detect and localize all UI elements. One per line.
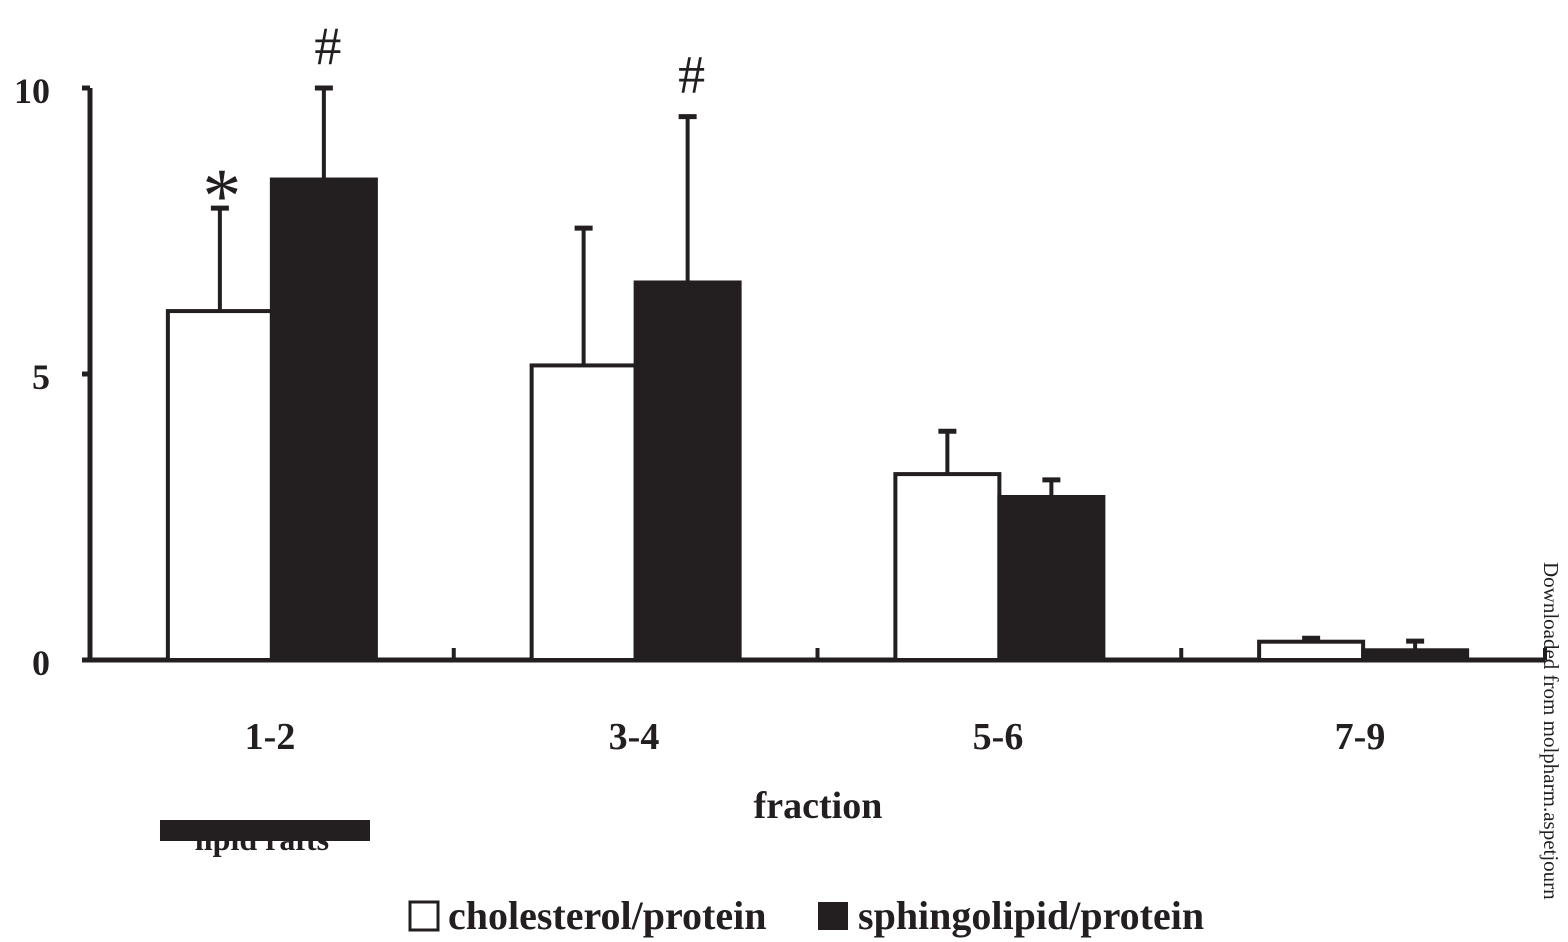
legend-swatch-sphingolipid [818, 902, 848, 930]
lipid-rafts-bar [160, 820, 370, 841]
x-axis-label: fraction [754, 785, 883, 827]
bar-cholesterol-5-6 [893, 472, 1002, 662]
bar-sphingolipid-5-6 [997, 494, 1106, 663]
legend-label-cholesterol: cholesterol/protein [448, 893, 766, 938]
significance-marker-2: # [678, 45, 705, 105]
bar-sphingolipid-7-9 [1361, 648, 1470, 663]
plot-area: * # # [82, 16, 1547, 663]
legend: cholesterol/protein sphingolipid/protein [408, 893, 1204, 938]
y-tick-label-10: 10 [14, 71, 50, 111]
y-tick-label-0: 0 [32, 643, 50, 683]
y-axis: 0 5 10 [14, 71, 50, 683]
significance-marker-0: * [202, 152, 241, 239]
bar-sphingolipid-1-2 [269, 177, 378, 663]
bar-sphingolipid-3-4 [633, 280, 742, 662]
legend-swatch-cholesterol [408, 900, 440, 932]
legend-label-sphingolipid: sphingolipid/protein [858, 893, 1204, 938]
category-label-5-6: 5-6 [973, 716, 1024, 758]
category-label-3-4: 3-4 [609, 716, 660, 758]
significance-marker-1: # [314, 16, 341, 76]
category-label-1-2: 1-2 [245, 716, 296, 758]
x-axis: 1-2 3-4 5-6 7-9 fraction [245, 716, 1386, 827]
y-tick-label-5: 5 [32, 357, 50, 397]
bar-cholesterol-3-4 [529, 363, 638, 662]
lipid-rafts-label: lipid rafts [195, 821, 329, 857]
category-label-7-9: 7-9 [1335, 716, 1386, 758]
watermark-text: Downloaded from molpharm.aspetjourn [1539, 562, 1563, 900]
lipid-rafts-annotation: lipid rafts [160, 820, 370, 857]
bar-cholesterol-1-2 [165, 309, 274, 662]
bar-cholesterol-7-9 [1257, 639, 1366, 662]
